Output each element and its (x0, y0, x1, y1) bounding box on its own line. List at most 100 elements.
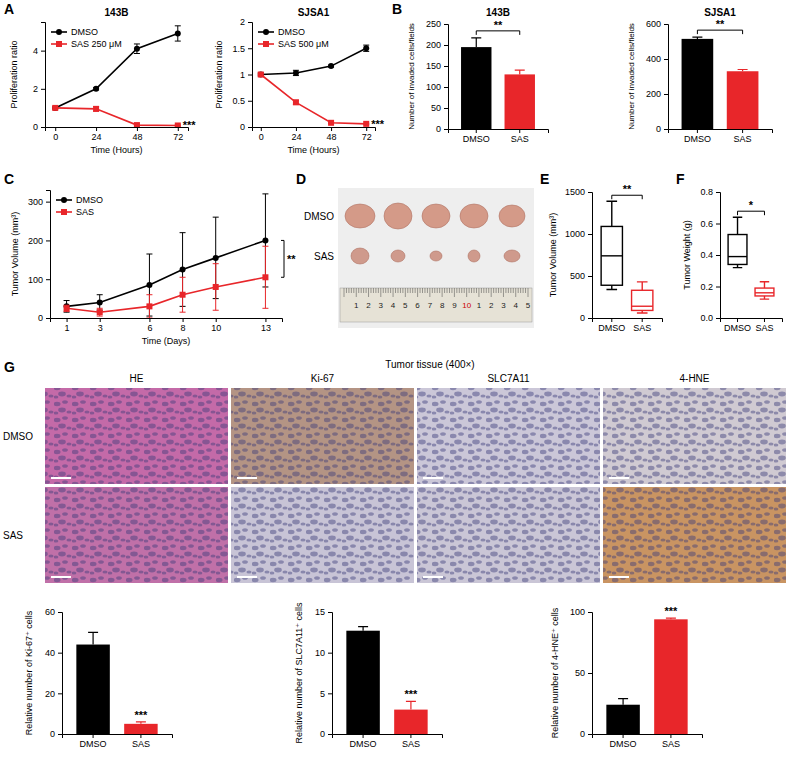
tick: 500 (570, 271, 592, 281)
tick: 0 (240, 122, 252, 132)
axis-line (669, 130, 773, 134)
tick-mark (46, 279, 50, 280)
tick: 300 (28, 197, 50, 207)
panel-label: D (296, 171, 306, 187)
tick-label: 1.5 (232, 44, 245, 54)
tick-mark (588, 612, 592, 613)
tumor (430, 251, 442, 261)
tick-mark (261, 127, 262, 131)
ruler-tick (361, 288, 362, 293)
tissue-image (417, 487, 600, 583)
point (213, 255, 219, 261)
scale-bar (51, 576, 71, 578)
tick: 4 (33, 46, 45, 56)
ruler-tick (402, 288, 403, 293)
point (328, 120, 334, 126)
bar (606, 705, 639, 734)
tissue-texture (417, 487, 600, 583)
tick: 10 (211, 318, 221, 333)
tick-label: 15 (315, 607, 325, 617)
tick-label: 100 (570, 607, 585, 617)
ruler-number: 4 (514, 301, 519, 310)
tick-mark (588, 318, 592, 319)
row-label: SAS (314, 251, 334, 262)
error-bar (213, 217, 219, 298)
error-bar (136, 722, 146, 724)
tick-mark (216, 318, 217, 322)
tick: 48 (132, 127, 142, 142)
tick-label: 0 (53, 132, 58, 142)
tumor (499, 205, 525, 227)
significance: ** (287, 253, 296, 265)
error-bar (146, 254, 152, 316)
tick-mark (716, 224, 720, 225)
row-label: SAS (3, 530, 23, 541)
tick-label: 48 (132, 132, 142, 142)
error-bar (97, 308, 103, 316)
box-chart: 0.00.20.40.60.8DMSOSASTumor Weight (g)* (682, 187, 783, 333)
tick-mark (55, 127, 56, 131)
tick: 0.6 (700, 219, 720, 229)
scale-bar (237, 477, 257, 479)
tick-mark (296, 127, 297, 131)
tick-label: 600 (646, 19, 661, 29)
error-bar (363, 45, 369, 51)
tick-mark (96, 127, 97, 131)
error-bar (180, 233, 186, 307)
ruler-number: 9 (452, 301, 457, 310)
point (97, 309, 103, 315)
tick: 24 (92, 127, 102, 142)
y-axis: 0204060 (45, 607, 63, 739)
ruler-tick (456, 288, 457, 293)
tick-mark (178, 127, 179, 131)
ruler-tick (471, 288, 472, 293)
axis-line (253, 128, 376, 132)
tick-mark (265, 318, 266, 322)
tick-mark (588, 673, 592, 674)
panel-label: G (4, 359, 15, 375)
y-axis-title: Tumor Volume (mm³) (10, 212, 20, 297)
axis-line (588, 613, 593, 735)
series-line (261, 75, 366, 124)
ruler-tick (351, 288, 352, 293)
ruler-tick (429, 288, 430, 297)
tick-label: 24 (291, 132, 301, 142)
ruler-tick (393, 288, 394, 297)
ruler-tick (478, 288, 479, 297)
tick-label: 500 (570, 271, 585, 281)
tick-label: 2 (240, 17, 245, 27)
legend-marker (61, 209, 67, 215)
ruler-number: 3 (379, 301, 384, 310)
ruler (340, 288, 532, 322)
tick-mark (328, 612, 332, 613)
tick-mark (328, 653, 332, 654)
tick-label: 0.8 (700, 187, 713, 197)
legend-marker (56, 29, 62, 35)
tick-mark (363, 734, 364, 738)
tick-mark (41, 127, 45, 128)
ruler-number: 5 (403, 301, 408, 310)
tick-label: 0 (240, 122, 245, 132)
tick-label: 1000 (565, 229, 585, 239)
plot-area (64, 194, 269, 318)
tick-label: DMSO (610, 739, 637, 749)
ruler-tick (366, 288, 367, 293)
chart-title: 143B (486, 7, 510, 18)
tick-mark (670, 734, 671, 738)
ruler-tick (397, 288, 398, 293)
tick: 72 (173, 127, 183, 142)
tick: 200 (646, 89, 668, 99)
ruler-tick (439, 288, 440, 293)
legend-label: SAS 500 μM (278, 39, 329, 49)
tick: 400 (646, 54, 668, 64)
ruler-tick (486, 288, 487, 293)
panel-label: F (676, 171, 685, 187)
tumor (460, 204, 488, 228)
ruler-tick (466, 288, 467, 297)
tick: DMSO (463, 129, 490, 144)
tick-mark (642, 318, 643, 322)
ruler-tick (503, 288, 504, 297)
legend-label: DMSO (71, 27, 98, 37)
tick-label: 13 (261, 323, 271, 333)
error-bar (175, 26, 181, 41)
